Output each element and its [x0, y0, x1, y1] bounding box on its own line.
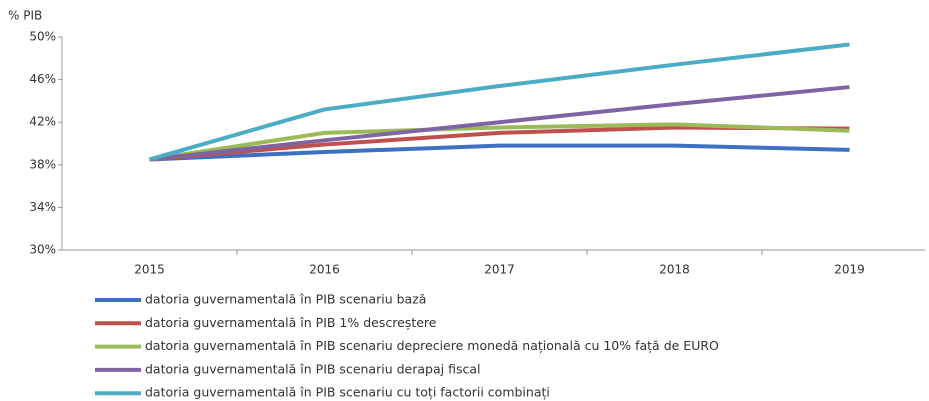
legend-label: datoria guvernamentală în PIB scenariu b…: [145, 292, 426, 307]
y-tick-label: 50%: [29, 30, 56, 44]
y-tick-label: 30%: [29, 243, 56, 257]
x-tick-label: 2016: [309, 263, 340, 277]
x-tick-label: 2019: [834, 263, 865, 277]
legend-label: datoria guvernamentală în PIB 1% descreș…: [145, 315, 437, 330]
x-tick-label: 2015: [134, 263, 165, 277]
series-line: [149, 85, 850, 162]
x-tick-label: 2018: [659, 263, 690, 277]
legend-label: datoria guvernamentală în PIB scenariu c…: [145, 385, 550, 400]
legend-label: datoria guvernamentală în PIB scenariu d…: [145, 361, 480, 376]
legend-label: datoria guvernamentală în PIB scenariu d…: [145, 338, 719, 353]
y-tick-label: 38%: [29, 157, 56, 171]
x-tick-label: 2017: [484, 263, 515, 277]
y-tick-label: 34%: [29, 200, 56, 214]
series-line: [149, 143, 850, 162]
y-axis-label: % PIB: [8, 9, 42, 23]
y-tick-label: 46%: [29, 72, 56, 86]
series-line: [148, 42, 850, 162]
series-line: [149, 122, 850, 162]
y-tick-label: 42%: [29, 115, 56, 129]
